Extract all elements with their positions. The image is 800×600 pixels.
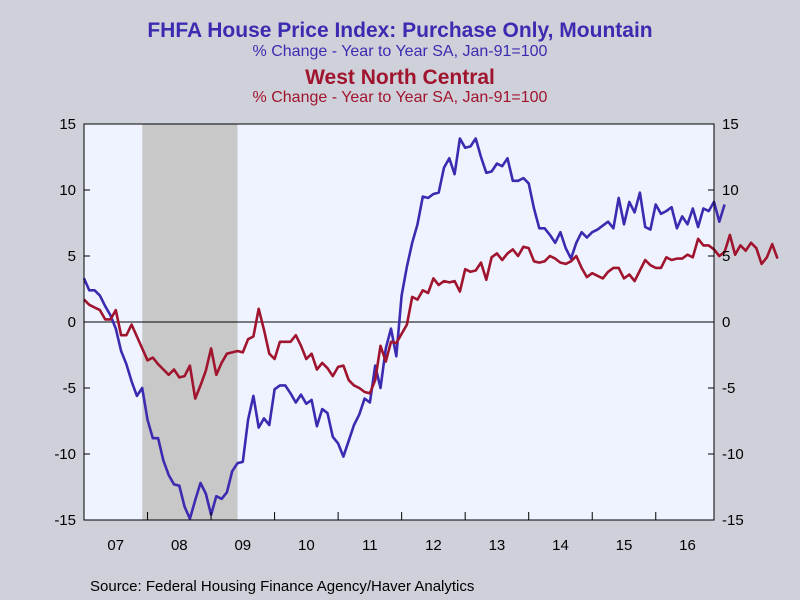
x-tick-label: 11 [362, 537, 378, 554]
x-tick-label: 14 [552, 537, 569, 554]
chart-subtitle: % Change - Year to Year SA, Jan-91=100 [252, 43, 548, 60]
y-tick-label-right: -10 [722, 446, 744, 463]
x-tick-label: 15 [616, 537, 633, 554]
y-tick-label-left: 15 [59, 116, 76, 133]
y-tick-label-left: -10 [54, 446, 76, 463]
series-line-west-north-central [83, 233, 779, 400]
source-note: Source: Federal Housing Finance Agency/H… [90, 578, 475, 595]
y-tick-label-left: -15 [54, 512, 76, 529]
x-tick-label: 09 [234, 537, 251, 554]
y-tick-label-left: 5 [68, 248, 76, 265]
y-tick-label-right: -5 [722, 380, 735, 397]
series-line-mountain [82, 137, 726, 521]
chart-title-secondary: West North Central [305, 66, 495, 89]
y-tick-label-right: 15 [722, 116, 739, 133]
y-tick-label-left: 10 [59, 182, 76, 199]
x-tick-label: 10 [298, 537, 315, 554]
y-tick-label-left: 0 [68, 314, 76, 331]
x-tick-label: 12 [425, 537, 442, 554]
x-tick-label: 13 [489, 537, 506, 554]
x-tick-label: 08 [171, 537, 188, 554]
y-tick-label-right: 10 [722, 182, 739, 199]
y-tick-label-left: -5 [63, 380, 76, 397]
y-tick-label-right: 5 [722, 248, 730, 265]
y-tick-label-right: 0 [722, 314, 730, 331]
chart-subtitle-secondary: % Change - Year to Year SA, Jan-91=100 [252, 89, 548, 106]
y-tick-label-right: -15 [722, 512, 744, 529]
x-tick-label: 16 [679, 537, 696, 554]
chart-title: FHFA House Price Index: Purchase Only, M… [147, 19, 653, 42]
x-tick-label: 07 [107, 537, 124, 554]
